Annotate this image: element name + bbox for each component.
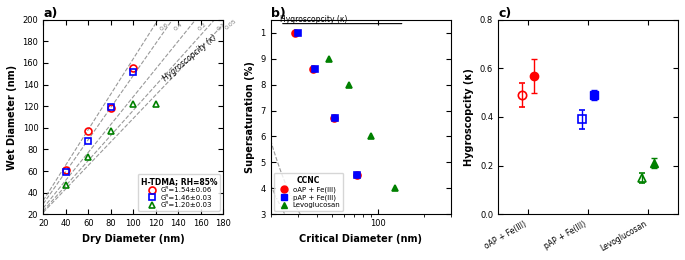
Legend: Gᴿ=1.54±0.06, Gᴿ=1.46±0.03, Gᴿ=1.20±0.03: Gᴿ=1.54±0.06, Gᴿ=1.46±0.03, Gᴿ=1.20±0.03 bbox=[138, 174, 220, 211]
Text: c): c) bbox=[498, 7, 511, 20]
Text: 0.6: 0.6 bbox=[159, 22, 170, 32]
Text: 0.4: 0.4 bbox=[173, 22, 184, 32]
X-axis label: Critical Diameter (nm): Critical Diameter (nm) bbox=[299, 234, 422, 244]
Text: b): b) bbox=[271, 7, 286, 20]
X-axis label: Dry Diameter (nm): Dry Diameter (nm) bbox=[82, 234, 185, 244]
Text: Hygroscopcity (κ): Hygroscopcity (κ) bbox=[280, 15, 347, 24]
Text: a): a) bbox=[43, 7, 58, 20]
Text: 0.2: 0.2 bbox=[197, 22, 208, 32]
Y-axis label: Hygroscopcity (κ): Hygroscopcity (κ) bbox=[464, 68, 474, 166]
Legend: oAP + Fe(III), pAP + Fe(III), Levoglucosan: oAP + Fe(III), pAP + Fe(III), Levoglucos… bbox=[274, 173, 343, 211]
Text: Hygroscopcity (κ): Hygroscopcity (κ) bbox=[162, 33, 219, 83]
Text: 0.1: 0.1 bbox=[216, 22, 226, 32]
Y-axis label: Wet Diameter (nm): Wet Diameter (nm) bbox=[7, 64, 17, 170]
Text: 0.05: 0.05 bbox=[225, 18, 238, 31]
Y-axis label: Supersaturation (%): Supersaturation (%) bbox=[245, 61, 255, 173]
